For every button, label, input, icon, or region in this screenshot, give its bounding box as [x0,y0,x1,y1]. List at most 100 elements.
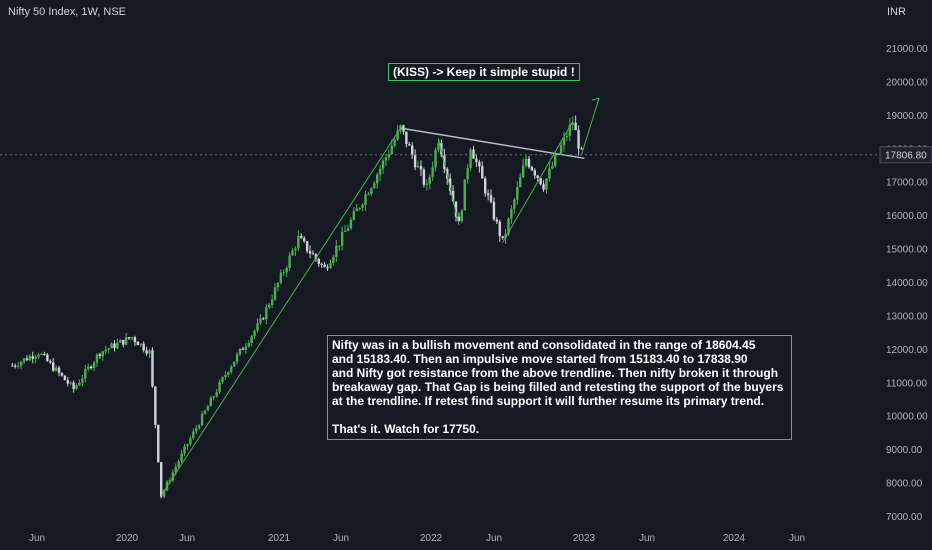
candle [279,269,283,285]
arrow-head [591,97,600,106]
trend-arrow-line[interactable] [581,97,600,155]
candle [519,173,522,188]
candle [434,147,437,172]
candle [101,350,105,361]
candle [92,360,96,372]
candle [320,262,323,269]
candle [381,158,385,174]
candle [510,205,513,224]
time-axis[interactable]: Jun 2020 Jun 2021 Jun 2022 Jun 2023 Jun 2024 Jun [29,533,805,544]
candle [145,346,148,356]
candle [405,131,408,148]
candle [378,165,382,181]
candle [148,348,151,359]
symbol-title[interactable]: Nifty 50 Index, 1W, NSE [8,6,126,18]
annotation-line: at the trendline. If retest find support… [332,394,765,408]
candle [136,341,140,346]
candle [466,164,469,184]
candle [317,257,321,267]
annotation-note[interactable]: Nifty was in a bullish movement and cons… [327,335,792,440]
candle [51,358,55,372]
price-tick-label: 16000.00 [886,211,928,222]
candle [49,359,52,364]
candle [232,361,236,367]
candle [308,245,312,259]
resistance-trendline[interactable] [400,127,585,160]
candle [343,225,347,233]
candle [335,239,338,263]
candle [577,125,580,156]
candle [411,142,414,159]
candle [98,352,102,359]
candle [399,124,402,134]
candle [408,141,411,146]
candle [571,116,574,131]
candle [218,379,221,394]
candle [524,155,528,169]
candle [323,261,326,268]
candle [183,443,186,457]
candle [329,259,332,269]
candle [346,224,350,232]
trend-arrow-line[interactable] [160,127,401,496]
candle [469,147,472,172]
candle [110,342,113,349]
candle [425,179,429,191]
time-tick-label: 2021 [268,533,291,544]
candle [189,435,192,446]
candle [276,282,280,292]
candle [431,161,434,181]
candle [46,352,49,362]
candle [230,364,233,375]
candle [559,140,563,155]
candle [14,363,17,369]
price-axis[interactable]: 21000.0020000.0019000.0018000.0017000.00… [879,44,932,523]
candle [180,449,183,464]
candle [265,304,268,325]
candle [212,395,215,401]
annotation-title[interactable]: (KISS) -> Keep it simple stupid ! [388,63,580,81]
candle [574,115,577,131]
candle [95,353,99,368]
candle [370,187,373,197]
candle [364,190,367,212]
candle [495,217,499,225]
candle [413,149,417,171]
trend-arrow-line[interactable] [437,138,460,226]
candle [361,203,364,212]
price-tick-label: 21000.00 [886,44,928,55]
candle [530,165,534,172]
candle [457,212,461,222]
candle [489,189,493,204]
candle [250,335,253,347]
candle [262,317,265,320]
candle [562,131,566,152]
candle [533,168,536,179]
candle [355,204,358,212]
candle [75,383,78,391]
candle [195,424,198,435]
candle [154,386,157,429]
candle [358,207,361,211]
candle [551,161,554,170]
candle [159,462,163,499]
time-tick-label: Jun [179,533,195,544]
candle [139,343,142,348]
candle [305,240,309,254]
candle [244,342,248,354]
candle [259,314,262,326]
trend-arrow-line[interactable] [502,121,574,243]
candle [206,404,210,411]
candle [419,160,423,177]
candle [31,351,34,364]
candle [124,333,128,346]
current-price-tag: 17806.80 [879,146,932,164]
candle [63,375,67,381]
candle [375,172,379,189]
candle [542,180,545,192]
candle [428,174,431,190]
candle [122,339,125,348]
current-price-label: 17806.80 [885,151,927,162]
price-tick-label: 15000.00 [886,245,928,256]
